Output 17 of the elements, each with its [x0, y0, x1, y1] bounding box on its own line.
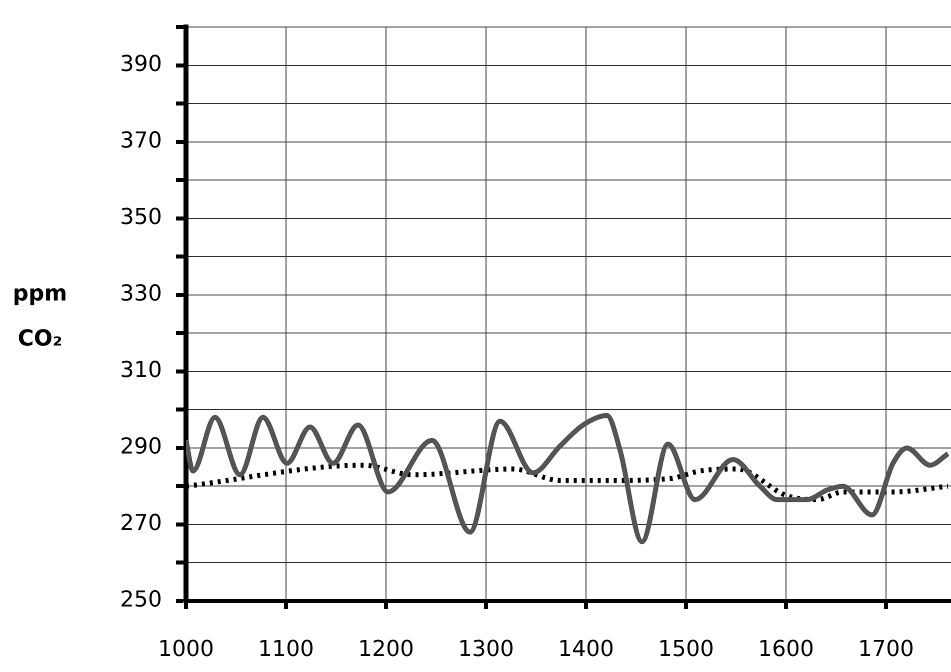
y-axis-title: ppm CO₂ [12, 282, 68, 352]
x-tick-label: 1100 [258, 636, 314, 662]
x-tick-label: 1300 [458, 636, 514, 662]
x-tick-label: 1500 [658, 636, 714, 662]
x-tick-label: 1200 [358, 636, 414, 662]
y-tick-label: 370 [120, 128, 162, 154]
y-tick-label: 290 [120, 434, 162, 460]
x-tick-label: 1600 [758, 636, 814, 662]
y-tick-label: 270 [120, 511, 162, 536]
y-tick-label: 390 [120, 52, 162, 78]
x-tick-label: 1000 [158, 636, 214, 662]
y-tick-label: 330 [120, 282, 162, 307]
x-tick-label: 1400 [558, 636, 614, 662]
y-tick-label: 250 [120, 588, 162, 613]
y-tick-label: 350 [120, 205, 162, 230]
x-tick-label: 1700 [858, 636, 914, 662]
y-tick-label: 310 [120, 358, 162, 384]
